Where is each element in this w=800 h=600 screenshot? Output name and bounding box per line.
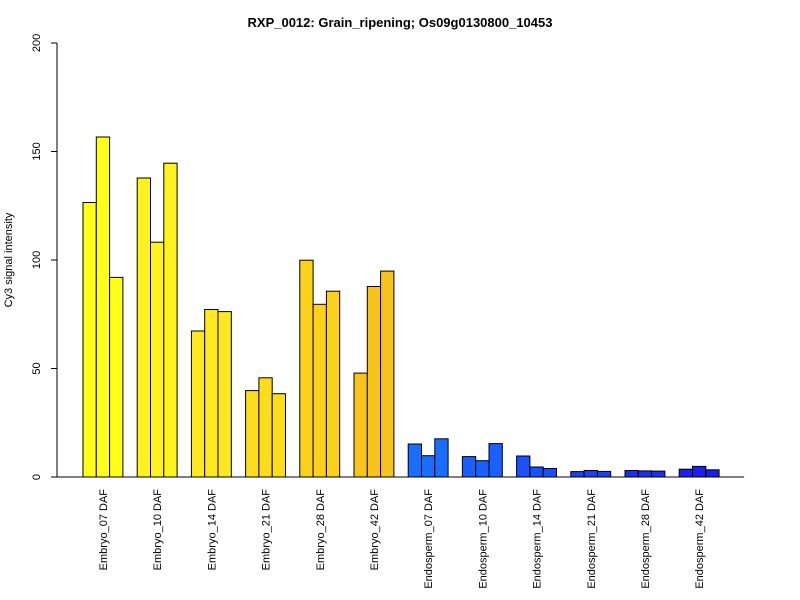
y-axis: 0 50 100 150 200 [31,34,58,480]
bar [150,241,165,478]
bar [434,438,449,478]
bar [624,470,639,478]
bar [407,443,423,478]
x-tick-label: Embryo_07 DAF [98,489,110,571]
bar [299,259,314,478]
bar [651,470,666,478]
bar [82,202,97,478]
bar [380,270,395,478]
x-tick-labels: Embryo_07 DAF Embryo_10 DAF Embryo_14 DAF E… [98,489,706,589]
bar [204,309,219,478]
x-tick-label: Endosperm_07 DAF [423,489,435,589]
bar [421,455,436,478]
x-tick-label: Endosperm_21 DAF [586,489,598,589]
bar [705,469,720,478]
x-tick-label: Embryo_14 DAF [206,489,218,571]
bar [258,377,273,478]
y-tick-label: 50 [31,362,43,374]
x-tick-label: Embryo_21 DAF [261,489,273,571]
y-tick-label: 0 [31,474,43,480]
bar [461,456,477,478]
bar [637,470,653,478]
bar [570,471,585,478]
bar [596,470,612,478]
bar [583,470,598,478]
bar [325,290,341,478]
bar [136,177,151,478]
x-tick-label: Embryo_42 DAF [369,489,381,571]
bar [245,390,260,478]
bar [488,443,503,478]
bar [529,466,544,478]
bar [109,276,124,478]
bar [217,311,232,478]
bar [516,455,531,478]
x-tick-label: Embryo_28 DAF [315,489,327,571]
bars [82,136,720,478]
bar [312,303,327,478]
bar [190,330,206,478]
bar [542,468,558,478]
x-tick-label: Endosperm_42 DAF [694,489,706,589]
x-tick-label: Endosperm_14 DAF [532,489,544,589]
bar [353,372,368,478]
bar [678,468,694,478]
x-tick-label: Endosperm_28 DAF [640,489,652,589]
bar [366,286,382,478]
y-axis-label: Cy3 signal intensity [3,212,15,307]
x-tick-label: Embryo_10 DAF [152,489,164,571]
bar [163,162,178,478]
y-tick-label: 100 [31,251,43,269]
y-tick-label: 200 [31,34,43,52]
bar [95,136,111,478]
bar [692,465,707,478]
bar [271,393,287,478]
y-tick-label: 150 [31,142,43,160]
x-tick-label: Endosperm_10 DAF [477,489,489,589]
bar [475,460,490,478]
chart-title: RXP_0012: Grain_ripening; Os09g0130800_1… [248,15,553,30]
